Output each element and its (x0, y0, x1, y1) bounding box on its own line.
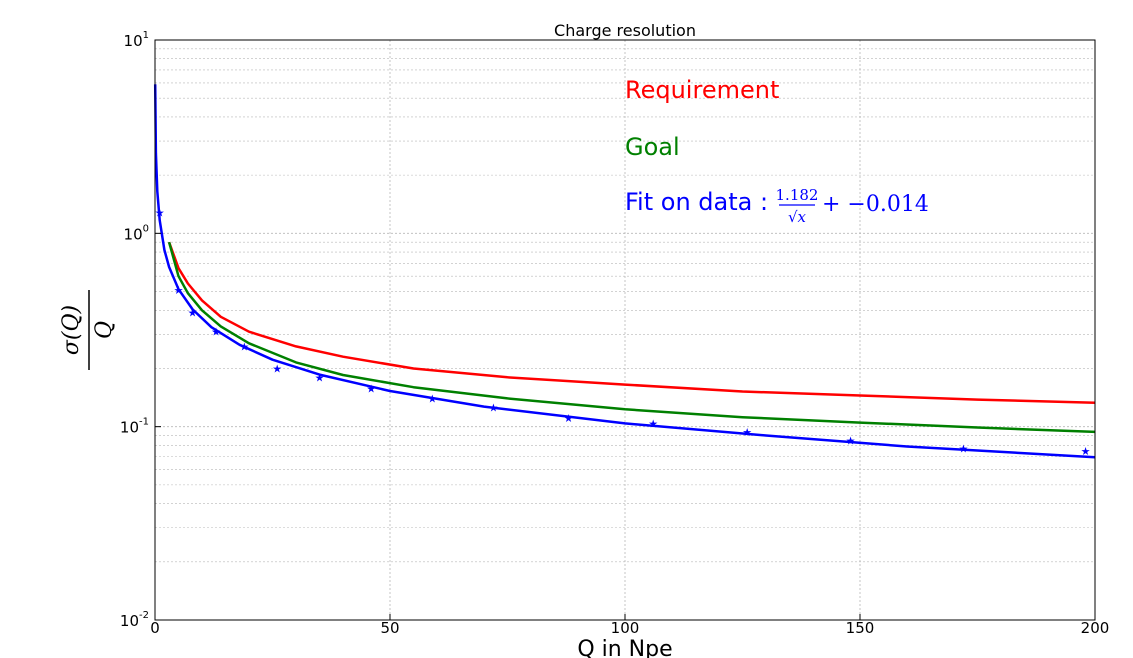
y-tick-label: 10-1 (120, 417, 149, 437)
legend-requirement: Requirement (625, 76, 779, 104)
data-point: ★ (742, 426, 752, 439)
x-tick-label: 100 (611, 619, 640, 637)
data-point: ★ (648, 417, 658, 430)
data-point: ★ (188, 306, 198, 319)
legend-fit-prefix: Fit on data : (625, 188, 768, 216)
y-ticks: 10-2 10-1 100 101 (120, 30, 161, 630)
data-point: ★ (155, 207, 165, 220)
x-axis-label: Q in Npe (577, 637, 672, 658)
legend-goal: Goal (625, 133, 680, 161)
legend: Requirement Goal Fit on data : 1.182 √x … (625, 76, 929, 226)
series-line-fit-on-data (153, 84, 1096, 459)
y-tick-label: 100 (124, 223, 149, 243)
y-tick-label: 101 (124, 30, 149, 50)
data-point: ★ (174, 284, 184, 297)
data-point: ★ (239, 340, 249, 353)
grid (154, 40, 1096, 621)
x-tick-label: 150 (846, 619, 875, 637)
x-ticks: 0 50 100 150 200 (150, 614, 1109, 637)
legend-fit: Fit on data : 1.182 √x + −0.014 (625, 186, 929, 226)
data-point: ★ (366, 382, 376, 395)
data-point: ★ (427, 392, 437, 405)
data-point: ★ (958, 443, 968, 456)
data-point: ★ (272, 362, 282, 375)
series-line-requirement (167, 241, 1096, 404)
data-points: ★ ★ ★ ★ ★ ★ ★ ★ ★ ★ ★ ★ ★ ★ ★ ★ (155, 207, 1091, 458)
data-point: ★ (1081, 445, 1091, 458)
y-label-numerator: σ(Q) (59, 305, 84, 355)
x-tick-label: 0 (150, 619, 160, 637)
y-tick-label: 10-2 (120, 610, 149, 630)
y-axis-label: σ(Q) Q (59, 290, 117, 370)
series-line-goal (167, 241, 1096, 434)
legend-fit-coef: 1.182 (776, 186, 819, 204)
data-curves (153, 84, 1096, 459)
data-point: ★ (846, 434, 856, 447)
data-point: ★ (488, 401, 498, 414)
legend-fit-suffix: + −0.014 (822, 192, 929, 217)
x-tick-label: 200 (1081, 619, 1110, 637)
data-point: ★ (211, 326, 221, 339)
y-label-denominator: Q (92, 321, 117, 339)
x-tick-label: 50 (380, 619, 399, 637)
chart-title: Charge resolution (554, 21, 696, 40)
legend-fit-denom: √x (788, 208, 807, 226)
data-point: ★ (564, 412, 574, 425)
data-point: ★ (315, 371, 325, 384)
